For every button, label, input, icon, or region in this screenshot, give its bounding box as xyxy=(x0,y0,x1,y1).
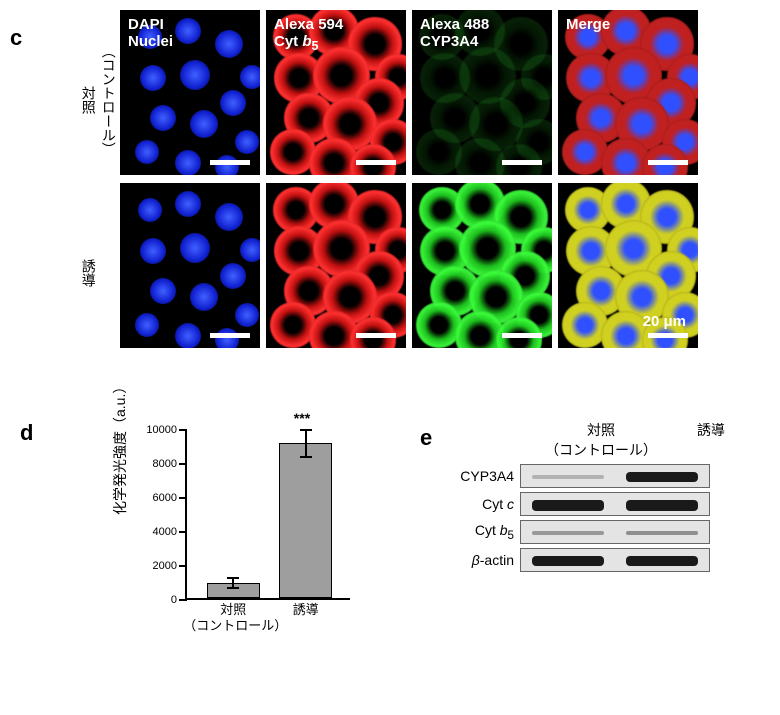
blot-condition-label: 対照（コントロール） xyxy=(545,420,657,460)
scale-bar xyxy=(648,160,688,165)
microscopy-panel xyxy=(412,183,552,348)
scale-bar xyxy=(502,160,542,165)
panel-e-westernblot: 対照（コントロール） 誘導 CYP3A4 Cyt c Cyt b5 β-actin xyxy=(450,420,750,572)
microscopy-panel: Alexa 488CYP3A4 xyxy=(412,10,552,175)
protein-label: Cyt b5 xyxy=(450,522,520,542)
protein-label: β-actin xyxy=(450,552,520,568)
channel-label: Merge xyxy=(566,16,610,33)
blot-band xyxy=(532,556,603,566)
blot-band xyxy=(626,472,697,482)
blot-row: CYP3A4 xyxy=(450,464,750,488)
scale-bar xyxy=(502,333,542,338)
row-label: 対照 xyxy=(80,30,97,170)
microscopy-panel: Merge xyxy=(558,10,698,175)
blot-band xyxy=(532,500,603,511)
lane-pair xyxy=(520,520,710,544)
chart-ylabel: 化学発光強度（a.u.） xyxy=(110,380,130,515)
scale-bar-label: 20 μm xyxy=(643,313,686,330)
chart-area: 0200040006000800010000対照（コントロール）***誘導 xyxy=(185,430,350,600)
significance-marker: *** xyxy=(294,410,310,426)
xtick-label: 誘導 xyxy=(256,598,356,618)
blot-row: Cyt b5 xyxy=(450,520,750,544)
panel-d-label: d xyxy=(20,420,33,446)
microscopy-panel xyxy=(120,183,260,348)
scale-bar xyxy=(210,333,250,338)
microscopy-panel xyxy=(266,183,406,348)
blot-header: 対照（コントロール） 誘導 xyxy=(450,420,750,460)
blot-band xyxy=(626,500,697,511)
scale-bar xyxy=(356,333,396,338)
ytick-label: 2000 xyxy=(153,560,177,572)
blot-row: β-actin xyxy=(450,548,750,572)
panel-e-label: e xyxy=(420,425,432,451)
ytick-label: 0 xyxy=(171,594,177,606)
blot-row: Cyt c xyxy=(450,492,750,516)
panel-c-label: c xyxy=(10,25,22,51)
scale-bar xyxy=(648,333,688,338)
bar xyxy=(279,443,332,598)
channel-label: Alexa 594Cyt b5 xyxy=(274,16,343,54)
channel-label: Alexa 488CYP3A4 xyxy=(420,16,489,51)
protein-label: Cyt c xyxy=(450,496,520,512)
blot-band xyxy=(626,531,697,535)
scale-bar xyxy=(210,160,250,165)
row-label: （コントロール） xyxy=(100,30,117,170)
ytick-label: 6000 xyxy=(153,492,177,504)
microscopy-panel: 20 μm xyxy=(558,183,698,348)
protein-label: CYP3A4 xyxy=(450,468,520,484)
blot-band xyxy=(532,475,603,479)
blot-condition-label: 誘導 xyxy=(697,420,725,460)
lane-pair xyxy=(520,464,710,488)
panel-d-barchart: 化学発光強度（a.u.） 0200040006000800010000対照（コン… xyxy=(110,420,380,680)
microscopy-grid: DAPINuclei Alexa 594Cyt b5 Alexa 488CYP3A4… xyxy=(120,10,698,348)
microscopy-panel: Alexa 594Cyt b5 xyxy=(266,10,406,175)
blot-band xyxy=(532,531,603,535)
ytick-label: 4000 xyxy=(153,526,177,538)
channel-label: DAPINuclei xyxy=(128,16,173,51)
scale-bar xyxy=(356,160,396,165)
microscopy-panel: DAPINuclei xyxy=(120,10,260,175)
lane-pair xyxy=(520,492,710,516)
ytick-label: 10000 xyxy=(146,424,177,436)
ytick-label: 8000 xyxy=(153,458,177,470)
lane-pair xyxy=(520,548,710,572)
row-label: 誘導 xyxy=(80,203,97,343)
blot-band xyxy=(626,556,697,566)
